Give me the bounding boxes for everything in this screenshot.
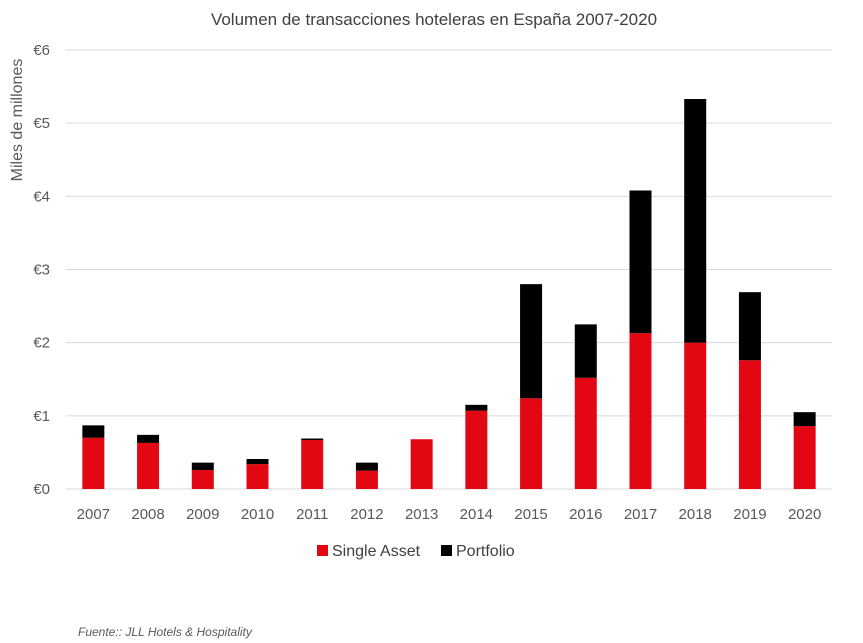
x-tick-label: 2019 (733, 506, 766, 523)
bar-single-asset-2008 (137, 442, 160, 489)
bars (82, 99, 816, 489)
bar-single-asset-2009 (191, 469, 214, 489)
x-tick-label: 2017 (624, 506, 657, 523)
y-tick-label: €2 (33, 335, 50, 352)
bar-single-asset-2016 (574, 377, 597, 489)
x-tick-label: 2012 (350, 506, 383, 523)
legend-label: Portfolio (456, 543, 515, 560)
bar-portfolio-2019 (738, 292, 761, 361)
y-tick-label: €5 (33, 115, 50, 132)
bar-single-asset-2020 (793, 426, 816, 489)
bar-portfolio-2007 (82, 425, 105, 438)
bar-portfolio-2012 (355, 462, 378, 471)
gridlines (66, 49, 832, 490)
bar-single-asset-2007 (82, 437, 105, 489)
x-tick-label: 2010 (241, 506, 274, 523)
x-tick-label: 2009 (186, 506, 219, 523)
legend: Single Asset Portfolio (317, 543, 515, 560)
source-note: Fuente:: JLL Hotels & Hospitality (78, 625, 252, 639)
bar-portfolio-2014 (465, 404, 488, 411)
bar-single-asset-2011 (301, 439, 324, 489)
x-tick-label: 2014 (460, 506, 493, 523)
x-tick-labels: 2007 2008 2009 2010 2011 2012 2013 2014 2015 2016… (77, 506, 822, 523)
y-tick-label: €3 (33, 262, 50, 279)
x-tick-label: 2020 (788, 506, 821, 523)
bar-portfolio-2017 (629, 190, 652, 334)
bar-single-asset-2014 (465, 410, 488, 489)
bar-portfolio-2015 (520, 284, 543, 399)
bar-portfolio-2018 (684, 99, 707, 343)
legend-swatch (317, 545, 328, 556)
legend-label: Single Asset (332, 543, 421, 560)
y-tick-label: €6 (33, 42, 50, 59)
bar-single-asset-2015 (520, 398, 543, 489)
y-tick-label: €0 (33, 481, 50, 498)
x-tick-label: 2016 (569, 506, 602, 523)
bar-single-asset-2010 (246, 464, 269, 489)
y-tick-labels: €0 €1 €2 €3 €4 €5 €6 (33, 42, 50, 498)
bar-single-asset-2018 (684, 342, 707, 489)
x-tick-label: 2011 (296, 506, 328, 523)
x-tick-label: 2008 (131, 506, 164, 523)
y-axis-label: Miles de millones (9, 59, 26, 182)
legend-swatch (441, 545, 452, 556)
bar-single-asset-2013 (410, 439, 433, 489)
bar-single-asset-2012 (355, 470, 378, 489)
bar-single-asset-2019 (738, 360, 761, 489)
x-tick-label: 2007 (77, 506, 110, 523)
bar-portfolio-2008 (137, 434, 160, 443)
chart-title: Volumen de transacciones hoteleras en Es… (211, 10, 657, 29)
x-tick-label: 2013 (405, 506, 438, 523)
x-tick-label: 2018 (679, 506, 712, 523)
bar-portfolio-2009 (191, 462, 214, 470)
y-tick-label: €4 (33, 188, 50, 205)
bar-portfolio-2020 (793, 412, 816, 427)
bar-single-asset-2017 (629, 333, 652, 489)
bar-portfolio-2016 (574, 324, 597, 378)
bar-portfolio-2010 (246, 459, 269, 465)
bar-portfolio-2011 (301, 438, 324, 440)
x-tick-label: 2015 (514, 506, 547, 523)
y-tick-label: €1 (33, 408, 50, 425)
